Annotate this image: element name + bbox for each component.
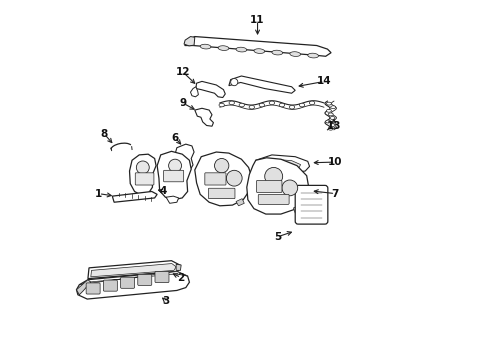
Ellipse shape xyxy=(259,103,265,107)
Circle shape xyxy=(265,167,283,185)
Polygon shape xyxy=(195,152,252,206)
Text: 7: 7 xyxy=(332,189,339,199)
Circle shape xyxy=(231,78,238,86)
Ellipse shape xyxy=(279,103,285,107)
Ellipse shape xyxy=(309,101,315,105)
Polygon shape xyxy=(76,271,190,299)
Polygon shape xyxy=(184,37,195,46)
Text: 1: 1 xyxy=(95,189,102,199)
Ellipse shape xyxy=(330,117,335,120)
Ellipse shape xyxy=(326,109,331,112)
FancyBboxPatch shape xyxy=(103,280,117,291)
Text: 3: 3 xyxy=(163,296,170,306)
Polygon shape xyxy=(236,199,245,206)
Ellipse shape xyxy=(249,105,254,109)
Circle shape xyxy=(169,159,181,172)
Ellipse shape xyxy=(326,102,331,105)
Ellipse shape xyxy=(200,44,211,49)
Ellipse shape xyxy=(236,47,247,52)
Ellipse shape xyxy=(254,49,265,53)
Polygon shape xyxy=(181,159,190,165)
Polygon shape xyxy=(157,151,191,200)
Polygon shape xyxy=(196,81,225,98)
FancyBboxPatch shape xyxy=(164,170,184,182)
Ellipse shape xyxy=(229,101,234,105)
Text: 14: 14 xyxy=(318,76,332,86)
Text: 6: 6 xyxy=(172,133,179,143)
Ellipse shape xyxy=(219,103,224,107)
FancyBboxPatch shape xyxy=(258,194,289,204)
Ellipse shape xyxy=(290,52,300,57)
Polygon shape xyxy=(195,108,214,126)
FancyBboxPatch shape xyxy=(208,188,235,199)
Ellipse shape xyxy=(269,101,274,105)
Ellipse shape xyxy=(328,113,333,116)
Text: 8: 8 xyxy=(101,129,108,139)
Text: 5: 5 xyxy=(274,232,282,242)
Polygon shape xyxy=(256,155,310,173)
Ellipse shape xyxy=(272,50,283,55)
Polygon shape xyxy=(79,271,188,285)
FancyBboxPatch shape xyxy=(295,185,328,224)
Text: 12: 12 xyxy=(176,67,191,77)
Text: 13: 13 xyxy=(327,121,341,131)
Polygon shape xyxy=(129,154,156,195)
Text: 9: 9 xyxy=(180,98,187,108)
Circle shape xyxy=(226,170,242,186)
Polygon shape xyxy=(294,204,302,213)
FancyBboxPatch shape xyxy=(121,277,135,288)
Circle shape xyxy=(282,180,298,196)
Polygon shape xyxy=(76,280,91,295)
Ellipse shape xyxy=(331,106,336,109)
Polygon shape xyxy=(166,196,179,203)
Ellipse shape xyxy=(289,105,294,109)
FancyBboxPatch shape xyxy=(86,283,100,294)
Ellipse shape xyxy=(218,46,229,50)
Ellipse shape xyxy=(308,53,319,58)
Ellipse shape xyxy=(328,127,333,130)
Circle shape xyxy=(136,161,149,174)
FancyBboxPatch shape xyxy=(135,173,154,185)
FancyBboxPatch shape xyxy=(138,274,152,285)
Ellipse shape xyxy=(326,120,331,123)
Polygon shape xyxy=(176,264,181,270)
Polygon shape xyxy=(247,158,309,214)
Polygon shape xyxy=(185,37,331,56)
Text: 10: 10 xyxy=(328,157,343,167)
Polygon shape xyxy=(229,76,295,93)
Text: 2: 2 xyxy=(177,273,185,283)
Polygon shape xyxy=(112,192,157,202)
Circle shape xyxy=(215,158,229,173)
Text: 11: 11 xyxy=(250,15,265,26)
Text: 4: 4 xyxy=(160,186,167,197)
Ellipse shape xyxy=(299,103,305,107)
Ellipse shape xyxy=(330,124,335,127)
Polygon shape xyxy=(88,261,180,279)
Ellipse shape xyxy=(239,103,245,107)
FancyBboxPatch shape xyxy=(205,173,226,185)
Polygon shape xyxy=(91,264,176,277)
Polygon shape xyxy=(261,159,300,168)
FancyBboxPatch shape xyxy=(256,180,282,193)
Polygon shape xyxy=(191,87,198,97)
FancyBboxPatch shape xyxy=(155,271,169,283)
Polygon shape xyxy=(175,144,194,169)
